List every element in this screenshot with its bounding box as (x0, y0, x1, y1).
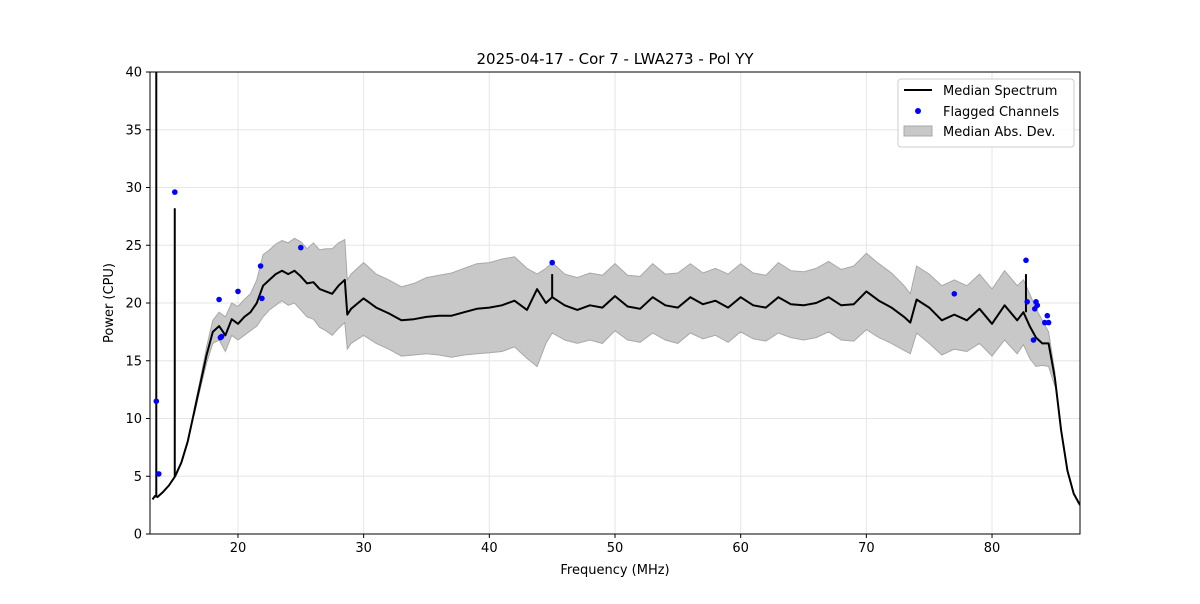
median-spectrum-layer (151, 72, 1080, 506)
flagged-channel-point (1030, 337, 1037, 343)
y-tick-label: 40 (125, 66, 142, 81)
chart-title: 2025-04-17 - Cor 7 - LWA273 - Pol YY (477, 50, 755, 68)
x-tick-label: 40 (481, 541, 498, 556)
flagged-channel-point (1023, 257, 1029, 264)
legend-patch-swatch (903, 125, 933, 137)
legend-marker-swatch (915, 108, 921, 114)
flagged-channel-point (951, 291, 958, 297)
legend-label-flagged: Flagged Channels (943, 105, 1059, 120)
flagged-channel-point (156, 471, 162, 477)
y-tick-label: 5 (134, 470, 142, 485)
y-tick-label: 30 (125, 181, 142, 196)
y-tick-label: 15 (125, 354, 142, 369)
y-tick-label: 20 (125, 297, 142, 312)
y-tick-label: 10 (125, 412, 142, 427)
y-axis-ticks: 0 5 10 15 20 25 30 35 40 (125, 66, 150, 543)
median-spectrum-line (151, 269, 1080, 506)
flagged-channel-point (298, 244, 304, 251)
chart-legend: Median Spectrum Flagged Channels Median … (897, 78, 1075, 148)
flagged-channel-point (549, 259, 555, 266)
flagged-channel-point (257, 263, 264, 269)
y-tick-label: 0 (134, 528, 142, 543)
x-tick-label: 70 (858, 541, 875, 556)
legend-box (897, 78, 1075, 148)
flagged-channel-point (172, 189, 178, 195)
flagged-channel-point (1024, 299, 1030, 305)
legend-label-mad: Median Abs. Dev. (943, 125, 1055, 140)
x-tick-label: 60 (732, 541, 749, 556)
x-tick-label: 80 (984, 541, 1001, 556)
legend-label-median: Median Spectrum (943, 84, 1057, 99)
flagged-channel-point (216, 296, 222, 303)
x-axis-label: Frequency (MHz) (560, 563, 669, 578)
flagged-channel-point (1044, 312, 1051, 319)
y-tick-label: 35 (125, 123, 142, 138)
y-tick-label: 25 (125, 239, 142, 254)
x-tick-label: 30 (355, 541, 372, 556)
y-axis-label: Power (CPU) (102, 263, 117, 343)
flagged-channel-point (1034, 302, 1041, 309)
flagged-channel-point (1045, 319, 1052, 326)
flagged-channel-point (235, 288, 241, 295)
x-axis-ticks: 20 30 40 50 60 70 80 (230, 534, 1001, 556)
flagged-channel-point (218, 333, 225, 340)
flagged-channel-point (259, 295, 265, 302)
flagged-channel-point (153, 398, 160, 405)
flagged-channels-layer (153, 189, 1052, 477)
x-tick-label: 50 (607, 541, 624, 556)
x-tick-label: 20 (230, 541, 247, 556)
